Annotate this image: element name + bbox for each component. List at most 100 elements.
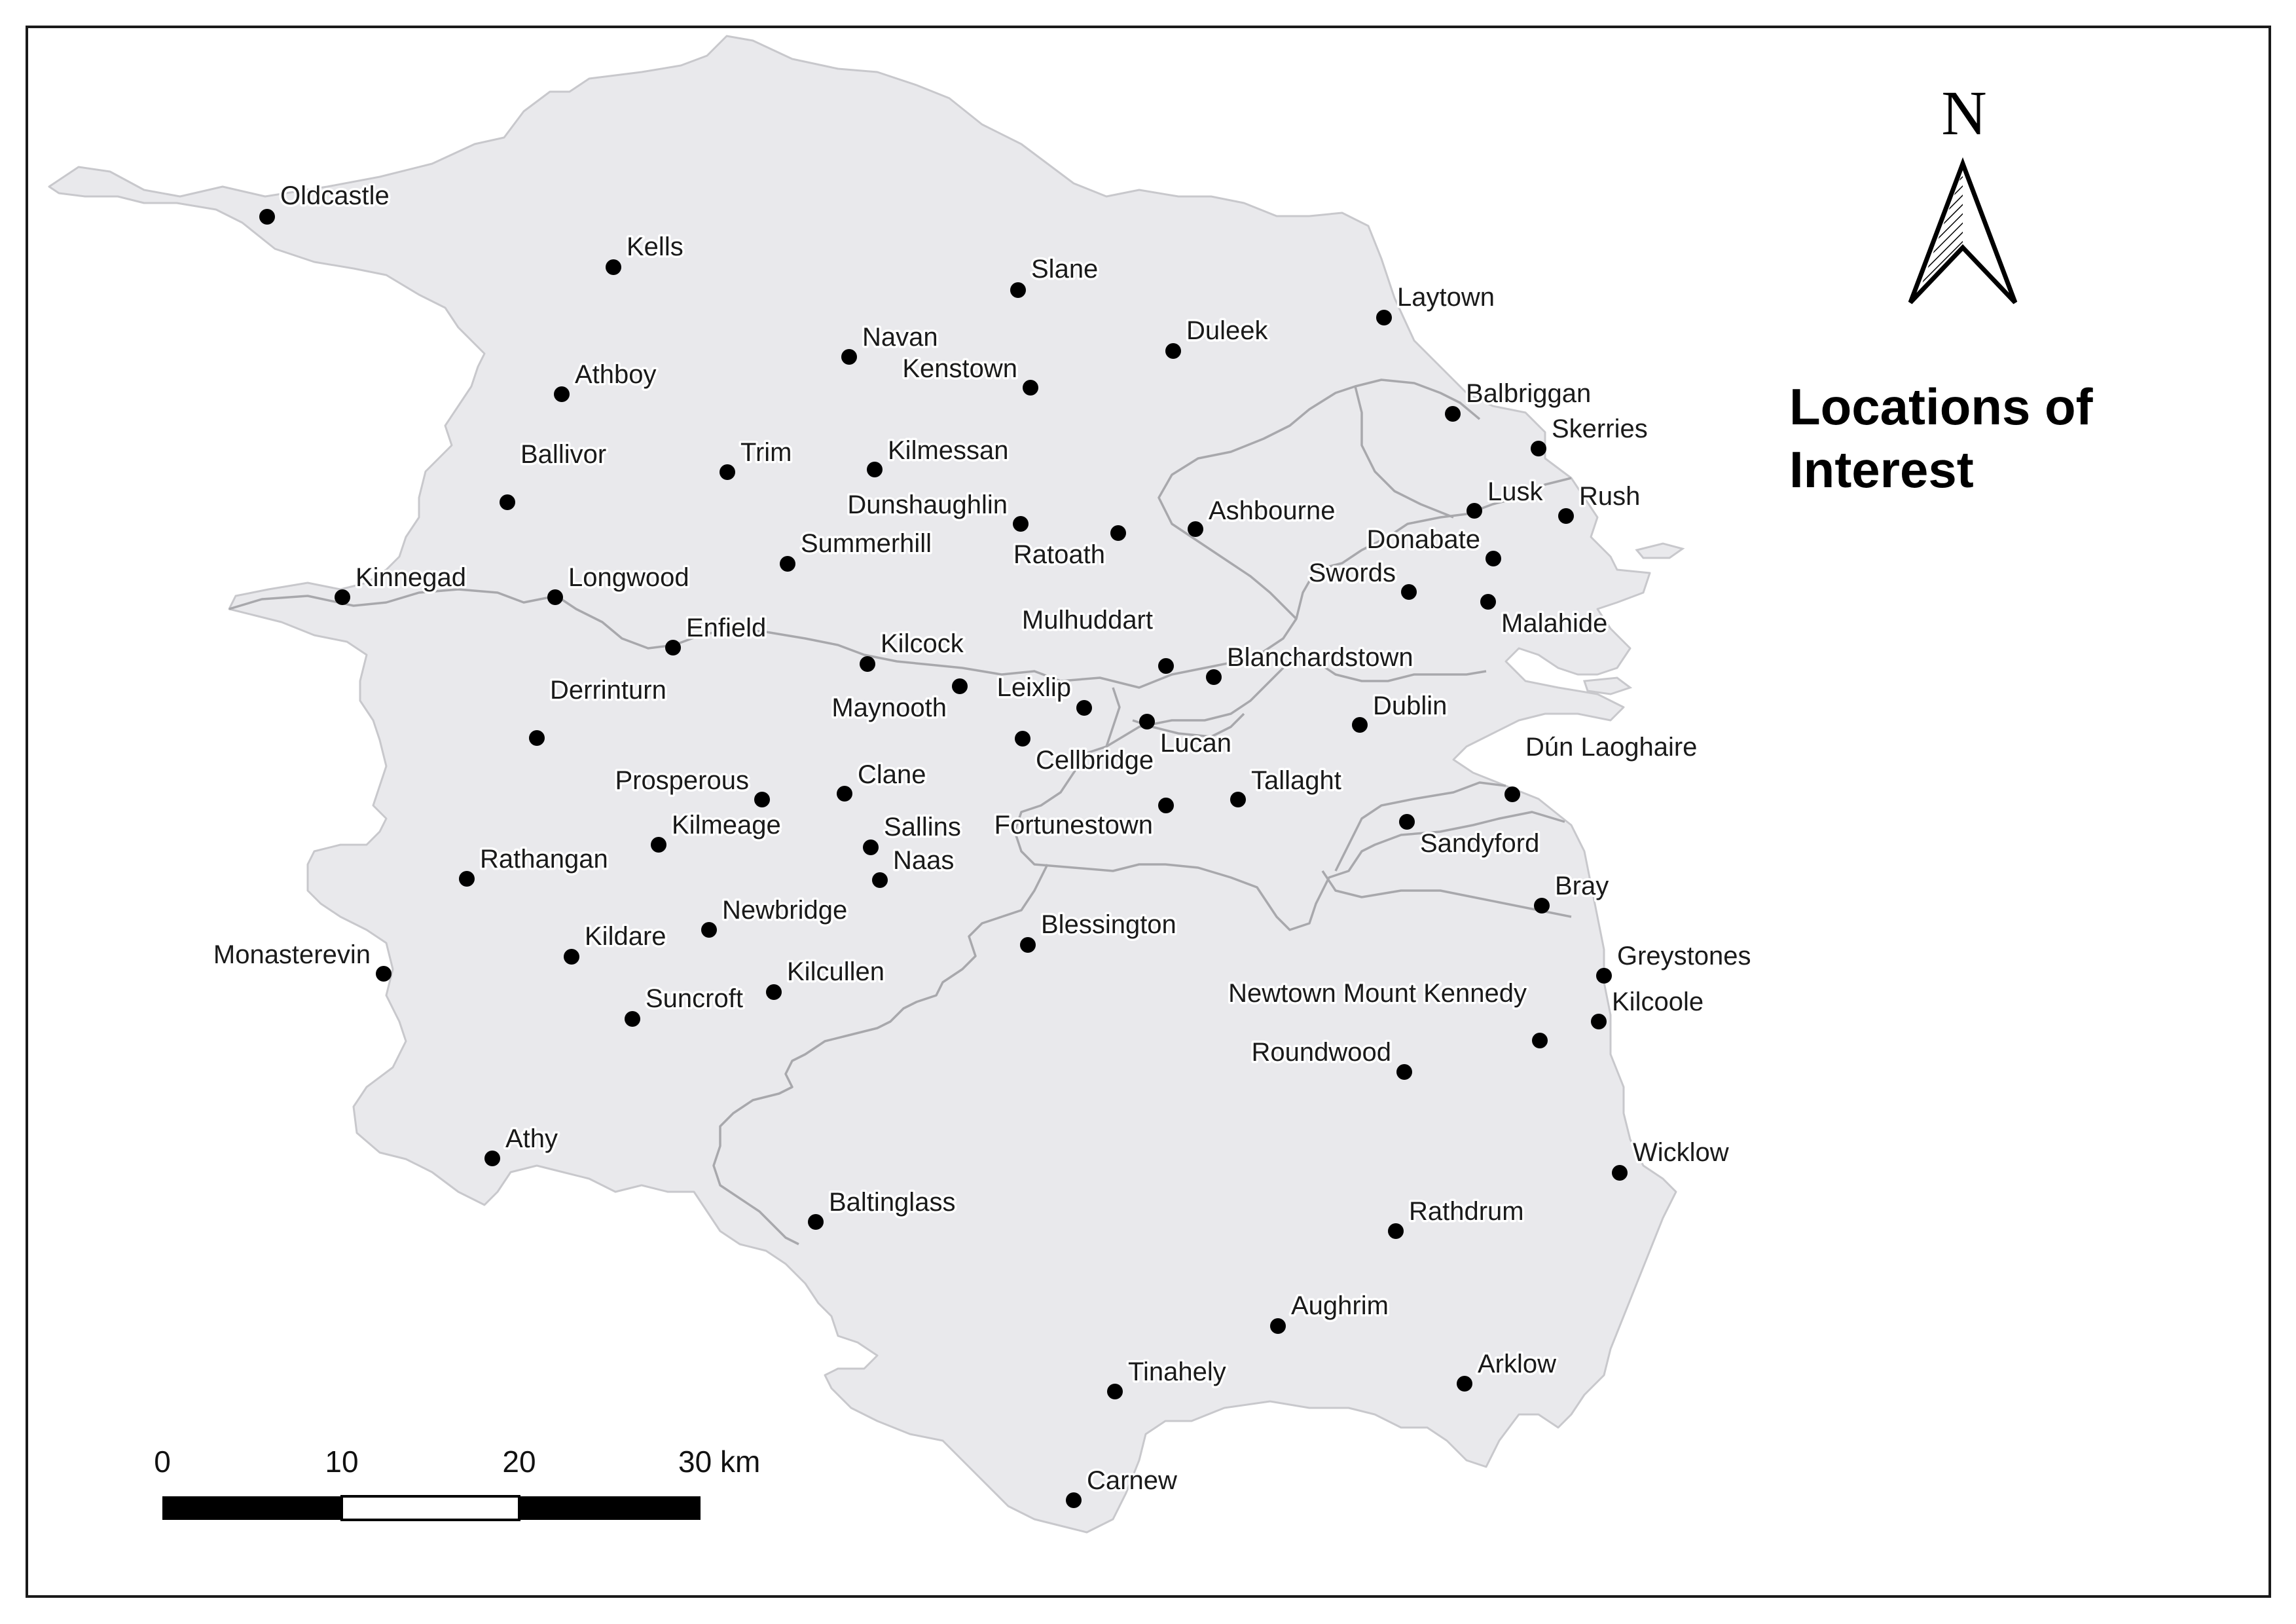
place-duleek[interactable]: Duleek xyxy=(1165,314,1271,359)
place-skerries[interactable]: Skerries xyxy=(1531,413,1650,456)
place-newbridge[interactable]: Newbridge xyxy=(701,894,850,938)
place-marker[interactable] xyxy=(1532,1033,1548,1048)
place-suncroft[interactable]: Suncroft xyxy=(625,982,745,1027)
place-marker[interactable] xyxy=(1206,669,1222,685)
place-marker[interactable] xyxy=(1445,406,1461,422)
place-marker[interactable] xyxy=(780,556,795,572)
place-marker[interactable] xyxy=(1188,521,1203,537)
place-marker[interactable] xyxy=(500,494,515,510)
place-kilmessan[interactable]: Kilmessan xyxy=(867,434,1011,477)
place-marker[interactable] xyxy=(1534,898,1550,913)
place-swords[interactable]: Swords xyxy=(1306,557,1417,600)
place-malahide[interactable]: Malahide xyxy=(1480,594,1610,640)
place-greystones[interactable]: Greystones xyxy=(1596,940,1753,984)
place-marker[interactable] xyxy=(1158,658,1174,674)
place-mulhuddart[interactable]: Mulhuddart xyxy=(1019,604,1174,674)
place-marker[interactable] xyxy=(1401,584,1417,600)
place-marker[interactable] xyxy=(1376,310,1392,325)
place-marker[interactable] xyxy=(841,349,857,365)
place-baltinglass[interactable]: Baltinglass xyxy=(808,1186,958,1230)
place-marker[interactable] xyxy=(863,840,879,855)
place-balbriggan[interactable]: Balbriggan xyxy=(1445,377,1594,422)
place-trim[interactable]: Trim xyxy=(720,436,794,480)
place-wicklow[interactable]: Wicklow xyxy=(1612,1136,1731,1181)
place-marker[interactable] xyxy=(1396,1064,1412,1080)
place-arklow[interactable]: Arklow xyxy=(1457,1348,1559,1392)
place-marker[interactable] xyxy=(651,837,666,853)
place-slane[interactable]: Slane xyxy=(1010,253,1101,298)
place-marker[interactable] xyxy=(1457,1376,1472,1392)
place-sallins[interactable]: Sallins xyxy=(863,811,963,855)
place-marker[interactable] xyxy=(259,209,275,225)
place-marker[interactable] xyxy=(564,949,579,965)
place-marker[interactable] xyxy=(1020,937,1036,953)
place-oldcastle[interactable]: Oldcastle xyxy=(259,179,392,225)
place-clane[interactable]: Clane xyxy=(837,758,928,802)
place-marker[interactable] xyxy=(1399,814,1415,830)
place-marker[interactable] xyxy=(1467,503,1482,519)
place-marker[interactable] xyxy=(701,922,717,938)
place-marker[interactable] xyxy=(952,678,968,694)
place-naas[interactable]: Naas xyxy=(872,844,957,888)
place-prosperous[interactable]: Prosperous xyxy=(613,764,770,807)
place-maynooth[interactable]: Maynooth xyxy=(829,678,968,725)
place-roundwood[interactable]: Roundwood xyxy=(1249,1036,1413,1080)
place-marker[interactable] xyxy=(1558,508,1574,524)
place-marker[interactable] xyxy=(1015,731,1030,747)
place-carnew[interactable]: Carnew xyxy=(1066,1464,1179,1508)
place-marker[interactable] xyxy=(335,589,350,605)
place-marker[interactable] xyxy=(867,462,883,477)
place-blanchardstown[interactable]: Blanchardstown xyxy=(1206,641,1415,685)
place-marker[interactable] xyxy=(860,656,875,672)
place-marker[interactable] xyxy=(1107,1384,1123,1399)
place-marker[interactable] xyxy=(754,792,770,807)
place-laytown[interactable]: Laytown xyxy=(1376,281,1497,325)
place-marker[interactable] xyxy=(837,786,852,802)
place-marker[interactable] xyxy=(1010,282,1026,298)
place-marker[interactable] xyxy=(1480,594,1496,610)
place-marker[interactable] xyxy=(665,640,681,655)
place-ashbourne[interactable]: Ashbourne xyxy=(1188,494,1338,537)
place-longwood[interactable]: Longwood xyxy=(547,561,691,605)
place-marker[interactable] xyxy=(1612,1165,1628,1181)
place-marker[interactable] xyxy=(808,1214,824,1230)
place-leixlip[interactable]: Leixlip xyxy=(994,671,1092,716)
place-summerhill[interactable]: Summerhill xyxy=(780,527,934,572)
place-kilmeage[interactable]: Kilmeage xyxy=(651,809,783,853)
place-marker[interactable] xyxy=(1485,551,1501,566)
place-lucan[interactable]: Lucan xyxy=(1139,714,1233,760)
place-navan[interactable]: Navan xyxy=(841,321,940,365)
place-kinnegad[interactable]: Kinnegad xyxy=(335,561,469,605)
place-marker[interactable] xyxy=(1110,525,1126,541)
place-marker[interactable] xyxy=(1596,968,1612,984)
place-sandyford[interactable]: Sandyford xyxy=(1399,814,1542,860)
place-dunshaughlin[interactable]: Dunshaughlin xyxy=(845,489,1029,532)
place-marker[interactable] xyxy=(606,259,621,275)
place-marker[interactable] xyxy=(1504,786,1520,802)
place-donabate[interactable]: Donabate xyxy=(1364,523,1501,566)
place-marker[interactable] xyxy=(1270,1318,1286,1334)
place-rathdrum[interactable]: Rathdrum xyxy=(1388,1195,1526,1239)
place-athboy[interactable]: Athboy xyxy=(554,358,659,402)
place-marker[interactable] xyxy=(1139,714,1155,729)
place-marker[interactable] xyxy=(1165,343,1181,359)
place-kilcock[interactable]: Kilcock xyxy=(860,627,966,672)
place-marker[interactable] xyxy=(1076,700,1092,716)
place-marker[interactable] xyxy=(547,589,563,605)
place-marker[interactable] xyxy=(1013,516,1029,532)
place-dublin[interactable]: Dublin xyxy=(1352,690,1449,733)
place-marker[interactable] xyxy=(1066,1492,1082,1508)
place-marker[interactable] xyxy=(376,966,392,982)
place-enfield[interactable]: Enfield xyxy=(665,612,769,655)
place-marker[interactable] xyxy=(1591,1014,1607,1029)
place-kenstown[interactable]: Kenstown xyxy=(900,352,1038,396)
place-rush[interactable]: Rush xyxy=(1558,480,1643,524)
place-bray[interactable]: Bray xyxy=(1534,870,1611,913)
place-marker[interactable] xyxy=(1531,441,1546,456)
place-marker[interactable] xyxy=(529,730,545,746)
place-marker[interactable] xyxy=(720,464,735,480)
place-marker[interactable] xyxy=(1388,1223,1404,1239)
place-aughrim[interactable]: Aughrim xyxy=(1270,1289,1391,1334)
place-kildare[interactable]: Kildare xyxy=(564,920,668,965)
place-ratoath[interactable]: Ratoath xyxy=(1011,525,1126,572)
